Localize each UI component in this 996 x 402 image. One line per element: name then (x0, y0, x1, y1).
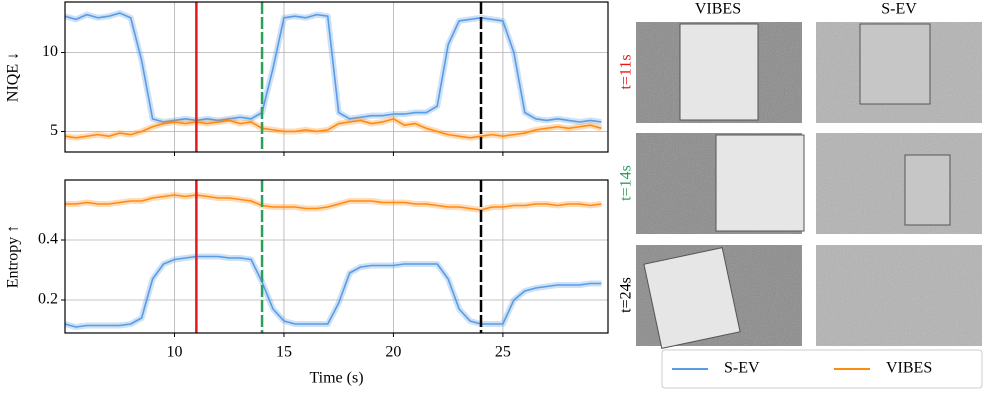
y-axis-label: NIQE ↓ (5, 52, 22, 102)
legend-box (661, 349, 983, 389)
plots: 5 10 NIQE ↓ 10 15 20 25 0.2 0.4 Entropy ↑ Time (s) (5, 1, 609, 387)
chart-card (859, 23, 931, 105)
series-line (64, 255, 602, 328)
row-label: t=11s (618, 54, 635, 89)
band (64, 115, 603, 141)
x-tick-label: 10 (166, 344, 182, 361)
chart-card (715, 134, 805, 232)
x-tick-label: 15 (276, 344, 292, 361)
column-header: VIBES (695, 1, 741, 18)
axes-frame (64, 1, 609, 153)
photo-texture (816, 245, 982, 346)
chart-card (904, 154, 951, 226)
y-tick-label: 0.4 (38, 231, 58, 248)
photo-texture (816, 133, 982, 234)
row-label: t=14s (618, 165, 635, 201)
legend: S-EV VIBES (661, 349, 983, 389)
y-tick-label: 10 (42, 43, 58, 60)
legend-label: VIBES (886, 360, 932, 377)
y-tick-label: 0.2 (38, 291, 58, 308)
band (65, 192, 602, 213)
y-axis-label: Entropy ↑ (5, 225, 22, 289)
series-line (64, 118, 602, 139)
chart-card (643, 247, 741, 349)
x-tick-label: 20 (385, 344, 401, 361)
x-axis-label: Time (s) (309, 370, 363, 387)
row-label: t=24s (618, 277, 635, 313)
x-tick-label: 25 (495, 344, 511, 361)
image-grid: VIBES S-EV t=11s t=14s t=24s (618, 1, 982, 349)
series-line (65, 194, 602, 211)
axes-frame (64, 179, 609, 334)
chart-card (679, 23, 759, 121)
y-tick-label: 5 (50, 122, 58, 139)
legend-label: S-EV (724, 360, 760, 377)
band (64, 253, 602, 330)
series-line (64, 12, 602, 123)
column-header: S-EV (881, 1, 917, 18)
